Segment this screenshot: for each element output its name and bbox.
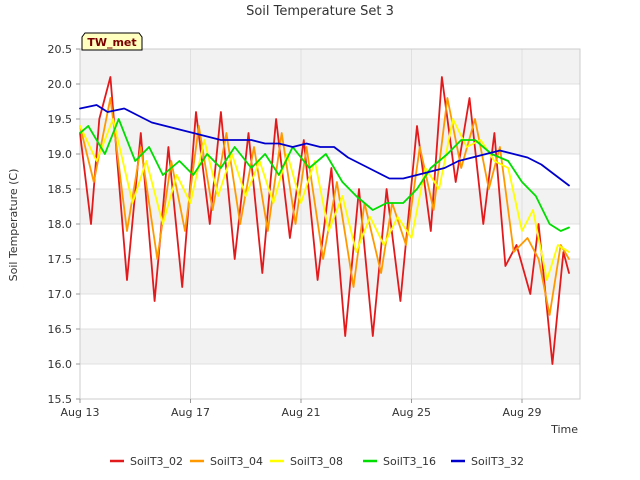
- y-tick-label: 20.5: [48, 43, 73, 56]
- y-tick-label: 16.0: [48, 358, 73, 371]
- y-tick-label: 18.5: [48, 183, 73, 196]
- axis-ticks: 15.5 16.0 16.5 17.0 17.5 18.0 18.5 19.0 19.5 20.0…: [48, 43, 542, 419]
- legend-label: SoilT3_02: [130, 455, 183, 468]
- x-axis-label: Time: [550, 423, 578, 436]
- x-tick-label: Aug 29: [502, 406, 541, 419]
- y-tick-label: 17.0: [48, 288, 73, 301]
- grid-band: [80, 49, 580, 84]
- x-tick-label: Aug 25: [392, 406, 431, 419]
- legend: SoilT3_02 SoilT3_04 SoilT3_08 SoilT3_16 Soil…: [110, 455, 524, 468]
- chart-title: Soil Temperature Set 3: [246, 4, 394, 19]
- badge-shape: [81, 32, 143, 51]
- y-tick-label: 16.5: [48, 323, 73, 336]
- grid-band: [80, 259, 580, 294]
- y-axis-label: Soil Temperature (C): [7, 169, 20, 282]
- series-line-soilt3_32: [79, 104, 570, 187]
- legend-label: SoilT3_32: [471, 455, 524, 468]
- grid-band: [80, 119, 580, 154]
- legend-label: SoilT3_16: [383, 455, 436, 468]
- x-tick-label: Aug 17: [171, 406, 210, 419]
- series-line-soilt3_08: [79, 118, 570, 281]
- series-line-soilt3_16: [79, 118, 570, 232]
- plot-grid: [79, 48, 580, 400]
- grid-band: [80, 329, 580, 364]
- y-tick-label: 19.5: [48, 113, 73, 126]
- y-tick-label: 15.5: [48, 393, 73, 406]
- x-tick-label: Aug 13: [61, 406, 100, 419]
- series-line-soilt3_04: [79, 97, 570, 316]
- legend-label: SoilT3_08: [290, 455, 343, 468]
- y-tick-label: 17.5: [48, 253, 73, 266]
- y-tick-label: 18.0: [48, 218, 73, 231]
- badge-label: TW_met: [87, 36, 136, 49]
- x-tick-label: Aug 21: [282, 406, 321, 419]
- series-lines: [79, 76, 570, 365]
- legend-label: SoilT3_04: [210, 455, 263, 468]
- tw-met-badge: TW_met: [81, 32, 143, 51]
- y-tick-label: 20.0: [48, 78, 73, 91]
- y-tick-label: 19.0: [48, 148, 73, 161]
